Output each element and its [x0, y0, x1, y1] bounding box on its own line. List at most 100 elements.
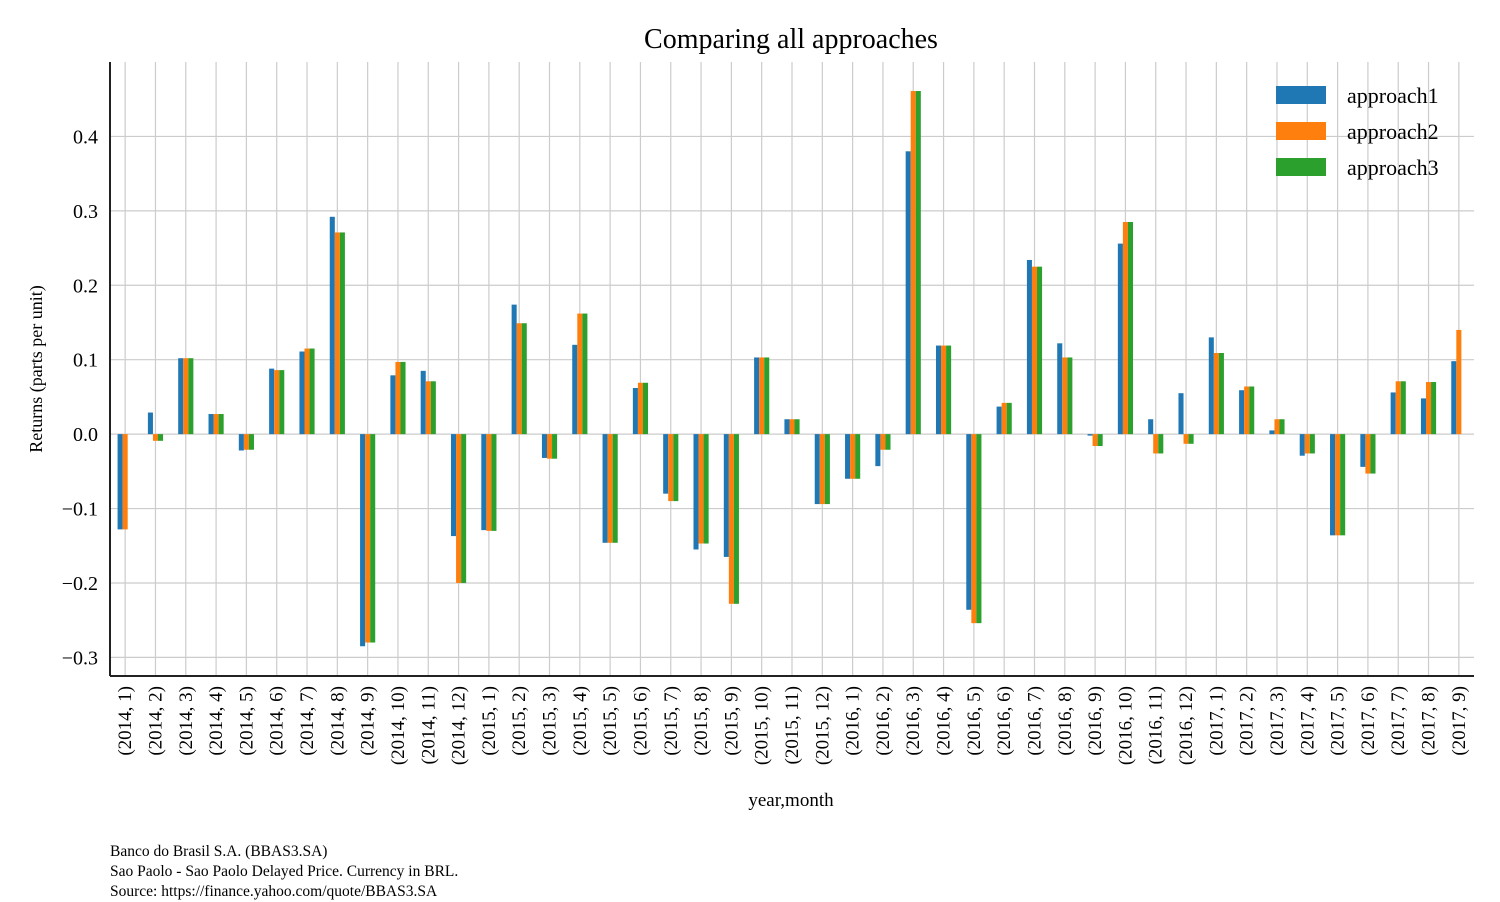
x-tick-label: (2017, 4)	[1297, 686, 1318, 756]
x-tick-label: (2015, 8)	[691, 686, 712, 756]
bar-approach3	[188, 358, 194, 435]
bar-approach3	[1006, 402, 1012, 435]
bar-approach3	[612, 434, 618, 543]
bar-approach2	[1092, 434, 1098, 447]
bar-approach2	[577, 313, 583, 435]
bar-approach2	[243, 434, 249, 450]
bar-approach2	[941, 345, 947, 435]
x-axis-label: year,month	[748, 790, 834, 811]
x-tick-label: (2016, 4)	[934, 686, 955, 756]
bar-approach2	[213, 414, 219, 435]
x-tick-label: (2014, 6)	[267, 686, 288, 756]
bar-approach1	[1117, 243, 1123, 435]
bar-approach2	[1062, 357, 1068, 435]
x-tick-label: (2017, 8)	[1419, 686, 1440, 756]
bar-approach3	[1309, 434, 1315, 454]
bar-approach1	[117, 434, 123, 530]
bar-approach1	[481, 434, 487, 531]
bar-approach3	[1067, 357, 1073, 435]
bar-approach3	[430, 381, 436, 435]
x-tick-label: (2015, 10)	[752, 686, 773, 765]
y-tick-label: 0.4	[73, 126, 98, 148]
bar-approach3	[1127, 222, 1133, 435]
bar-approach3	[1218, 352, 1224, 435]
bar-approach3	[157, 434, 164, 441]
bar-approach1	[935, 345, 942, 435]
x-tick-label: (2016, 3)	[903, 686, 924, 756]
bar-approach3	[1188, 434, 1194, 444]
bar-approach2	[152, 434, 158, 441]
bar-approach2	[728, 434, 734, 604]
x-tick-label: (2014, 11)	[418, 686, 439, 764]
bar-approach2	[546, 434, 553, 459]
legend-label: approach1	[1347, 83, 1439, 108]
x-tick-label: (2014, 4)	[206, 686, 227, 756]
bar-approach2	[1335, 434, 1341, 536]
x-tick-label: (2016, 2)	[873, 686, 894, 756]
bar-approach1	[754, 357, 760, 435]
bar-approach1	[996, 406, 1002, 435]
x-tick-label: (2017, 2)	[1237, 686, 1258, 756]
x-tick-label: (2017, 9)	[1449, 686, 1470, 756]
bar-approach1	[360, 434, 366, 647]
bar-approach2	[789, 419, 795, 435]
x-tick-label: (2014, 1)	[115, 686, 136, 756]
x-tick-label: (2017, 3)	[1267, 686, 1288, 756]
bar-approach3	[218, 414, 224, 435]
y-tick-label: −0.1	[62, 499, 98, 521]
bar-approach2	[1213, 352, 1219, 435]
y-tick-label: 0.2	[73, 275, 98, 297]
x-tick-label: (2017, 6)	[1358, 686, 1379, 756]
x-tick-label: (2014, 8)	[327, 686, 348, 756]
bar-approach1	[572, 344, 578, 435]
bar-approach3	[248, 434, 254, 450]
x-tick-label: (2015, 4)	[570, 686, 591, 756]
bar-approach3	[824, 434, 830, 505]
x-tick-label: (2014, 9)	[358, 686, 379, 756]
bar-approach1	[905, 151, 911, 435]
bar-approach1	[1148, 419, 1154, 435]
y-tick-label: 0.1	[73, 350, 98, 372]
bar-approach1	[693, 434, 699, 550]
bar-approach2	[850, 434, 856, 479]
bar-approach2	[971, 434, 977, 624]
bar-approach3	[1249, 386, 1255, 435]
bar-approach1	[1239, 390, 1245, 435]
axes	[109, 62, 1474, 677]
bar-approach2	[516, 323, 522, 435]
bar-approach2	[1001, 402, 1007, 435]
x-tick-label: (2015, 11)	[782, 686, 803, 764]
bar-approach2	[486, 434, 492, 531]
bar-approach3	[1279, 419, 1285, 435]
y-tick-label: 0.3	[73, 201, 98, 223]
chart-title: Comparing all approaches	[644, 24, 938, 55]
bar-approach1	[845, 434, 851, 479]
x-tick-label: (2015, 7)	[661, 686, 682, 756]
bar-approach2	[456, 434, 462, 583]
bar-approach1	[1299, 434, 1305, 456]
bar-approach1	[784, 419, 790, 435]
x-tick-label: (2016, 12)	[1176, 686, 1197, 765]
x-tick-label: (2015, 3)	[540, 686, 561, 756]
y-tick-labels: −0.3 −0.2 −0.1 0.0 0.1 0.2 0.3 0.4	[62, 126, 98, 669]
legend-swatch	[1276, 86, 1326, 104]
bar-approach3	[855, 434, 861, 479]
bar-approach3	[915, 91, 921, 435]
bar-approach1	[1178, 393, 1184, 435]
x-tick-label: (2014, 10)	[388, 686, 409, 765]
bar-approach3	[1431, 382, 1437, 435]
bar-approach2	[183, 358, 189, 435]
bar-approach2	[759, 357, 765, 435]
bar-approach2	[395, 361, 401, 435]
x-tick-label: (2016, 5)	[964, 686, 985, 756]
y-tick-label: −0.3	[62, 647, 98, 669]
x-tick-label: (2015, 1)	[479, 686, 500, 756]
bar-approach1	[966, 434, 972, 610]
bar-approach3	[1400, 381, 1406, 435]
bar-approach3	[673, 434, 679, 502]
bar-approach2	[607, 434, 613, 543]
bar-approach2	[1274, 419, 1280, 435]
bar-approach1	[451, 434, 457, 537]
bar-approach2	[1183, 434, 1189, 444]
bar-approach2	[819, 434, 825, 505]
